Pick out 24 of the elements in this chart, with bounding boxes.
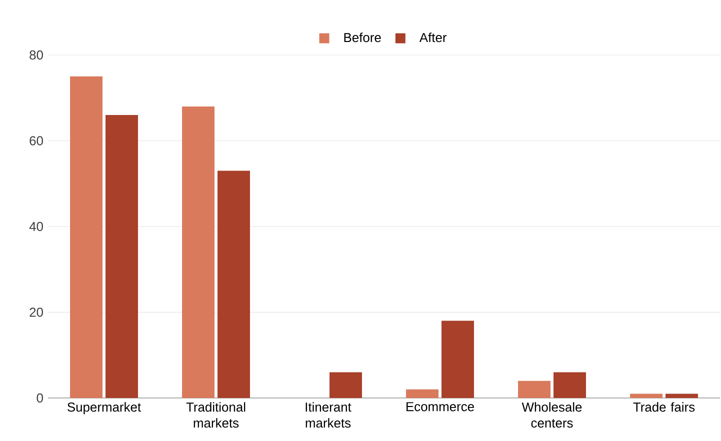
y-tick-label: 80: [30, 50, 43, 60]
x-tick-label: Wholesale centers: [522, 402, 582, 428]
bar: [70, 76, 103, 398]
bar: [442, 320, 474, 398]
bar: [406, 389, 439, 398]
bar: [330, 372, 362, 398]
y-tick-label: 0: [36, 393, 43, 403]
x-tick-label: Ecommerce: [406, 402, 474, 412]
bar: [518, 380, 551, 398]
x-tick-label: Itinerant markets: [306, 402, 352, 428]
bar: [554, 372, 586, 398]
legend-label: After: [419, 32, 447, 42]
x-tick-label: Traditional markets: [186, 402, 246, 428]
bar: [106, 115, 138, 398]
x-tick-label: Supermarket: [68, 402, 141, 414]
y-tick-label: 60: [30, 136, 43, 146]
x-tick-label: Trade fairs: [633, 402, 695, 412]
bar: [630, 394, 663, 398]
y-tick-label: 20: [30, 308, 43, 317]
legend-label: Before: [344, 32, 381, 42]
y-tick-label: 40: [29, 222, 43, 232]
bar: [218, 170, 250, 398]
bar: [182, 106, 215, 398]
bar: [666, 394, 698, 398]
